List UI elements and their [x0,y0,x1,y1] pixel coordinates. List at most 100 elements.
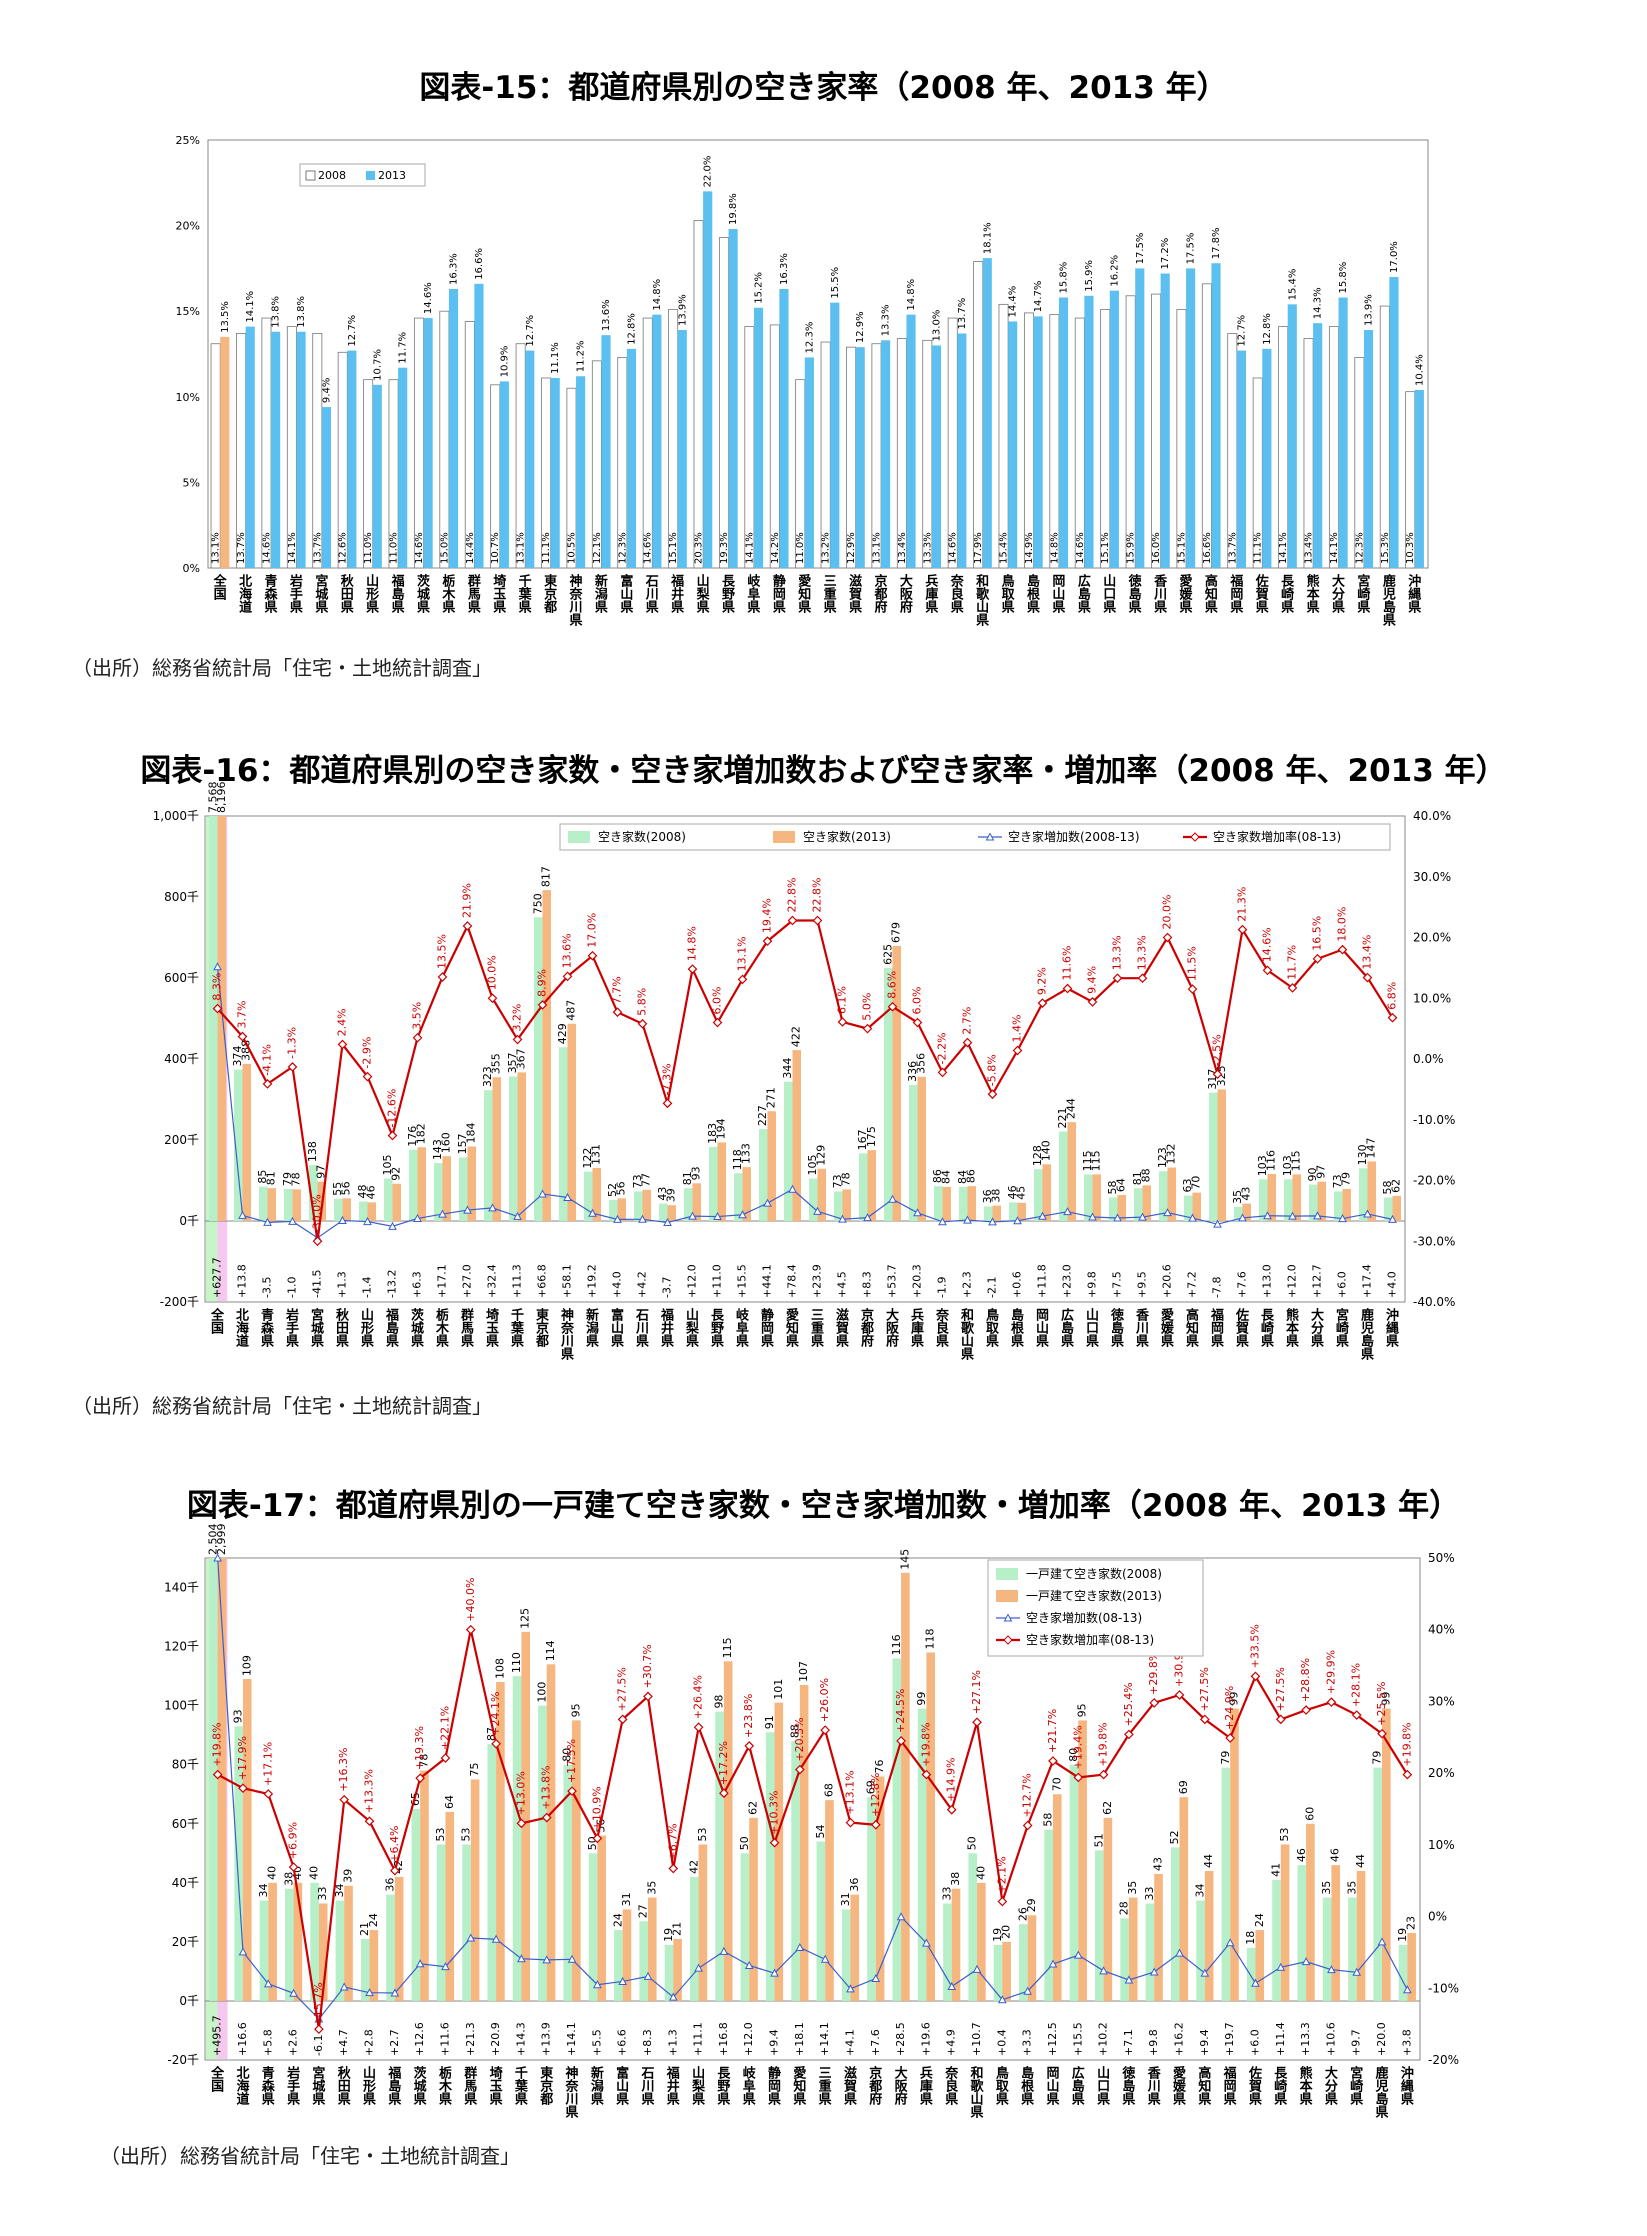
y2-tick-label: 10% [1428,1838,1455,1852]
value-label-series-3: -1.4 [361,1277,374,1298]
marker-series-4 [1174,1690,1185,1700]
y-tick-label: 0% [183,562,200,575]
value-label-series-2: 43 [1240,1187,1253,1201]
value-label-series-2: 118 [924,1628,937,1649]
value-label-2008: 12.6% [338,532,349,564]
marker-series-4 [462,921,473,931]
category-label: 石川県 [643,574,660,614]
bar-2013 [703,191,713,569]
category-label: 愛媛県 [1158,1307,1175,1348]
category-label: 大阪府 [892,2065,908,2106]
marker-series-4 [238,1783,248,1794]
marker-series-4 [288,1862,299,1872]
marker-series-4 [1250,1671,1261,1682]
bar-series-1 [1221,1767,1231,2001]
bar-series-1 [1398,1944,1408,2001]
legend-box [559,823,1391,851]
bar-series-1 [917,1708,927,2001]
legend-label: 空き家増加数(2008-13) [1008,829,1140,844]
marker-series-3 [1327,1965,1336,1974]
value-label-series-3: +28.5 [894,2022,907,2056]
category-label: 群馬県 [458,1307,474,1348]
value-label-series-1: 98 [713,1695,726,1709]
category-label: 群馬県 [461,2065,477,2106]
marker-series-4 [562,971,573,982]
bar-series-2 [1292,1174,1301,1221]
value-label-2013: 12.3% [804,322,815,354]
value-label-2008: 14.1% [1329,532,1340,564]
bar-2013 [830,302,840,568]
category-label: 北海道 [233,1308,249,1348]
category-label: 高知県 [1195,2065,1211,2106]
category-label: 福岡県 [1208,1307,1225,1348]
bar-series-2 [1179,1797,1189,2001]
bar-2008 [744,326,755,569]
bar-series-1 [934,1186,943,1221]
legend-label-2013: 2013 [378,169,406,182]
value-label-series-2: 36 [848,1878,861,1892]
bar-series-2 [1092,1174,1101,1221]
bar-2013 [1414,389,1424,568]
bar-series-1 [1134,1188,1143,1221]
marker-series-3 [888,1194,897,1203]
bar-series-2 [496,1682,505,2001]
y-tick-label: 1,000千 [153,809,199,823]
marker-series-3 [744,1960,754,1970]
bar-series-1 [959,1186,968,1221]
bar-series-1 [784,1081,793,1221]
value-label-series-4: +17.5% [565,1739,578,1783]
value-label-2013: 12.9% [855,311,866,343]
bar-series-2 [1002,1941,1011,2001]
value-label-series-1: 429 [556,1023,569,1044]
marker-series-4 [1098,1769,1109,1780]
chart-1-title: 図表-15：都道府県別の空き家率（2008 年、2013 年） [419,70,1228,106]
category-label: 広島県 [1075,573,1091,614]
value-label-series-3: +7.6 [869,2029,882,2056]
y2-tick-label: 30.0% [1413,870,1451,884]
value-label-2008: 14.6% [1075,532,1086,564]
bar-series-2 [1052,1794,1062,2001]
bar-series-2 [572,1720,581,2001]
value-label-series-4: +22.1% [438,1706,451,1750]
value-label-series-1: 50 [738,1836,751,1850]
marker-series-3 [643,1971,653,1980]
value-label-series-1: 99 [915,1692,928,1706]
value-label-series-2: 8,196 [215,782,228,814]
value-label-series-3: +12.0 [742,2022,755,2056]
value-label-series-1: 138 [306,1141,319,1162]
value-label-series-4: -2.5% [1211,1034,1224,1066]
y2-tick-label: 10.0% [1413,991,1451,1005]
value-label-series-2: 2,999 [215,1524,228,1556]
bar-2013 [1236,350,1247,568]
bar-2013 [347,350,357,568]
value-label-2013: 13.5% [220,301,231,333]
category-label: 鳥取県 [993,2065,1009,2106]
marker-series-3 [688,1211,697,1220]
value-label-series-2: 422 [790,1026,803,1047]
value-label-series-2: 140 [1040,1140,1053,1161]
bar-series-1 [709,1146,718,1221]
bar-2013 [321,407,332,568]
value-label-2013: 13.8% [271,296,282,328]
value-label-series-3: +11.1 [692,2022,705,2056]
marker-series-3 [1048,1959,1058,1968]
category-label: 静岡県 [765,2065,781,2106]
value-label-series-3: +8.3 [641,2029,654,2056]
marker-series-3 [390,1988,400,1997]
value-label-2013: 15.8% [1338,262,1349,294]
y-tick-label: -200千 [160,1295,199,1309]
marker-series-4 [1326,1697,1337,1707]
value-label-series-1: 63 [1181,1178,1194,1192]
marker-series-3 [838,1214,847,1223]
value-label-series-4: 2.4% [336,1008,349,1036]
bar-2013 [1058,297,1069,568]
bar-series-1 [512,1676,522,2001]
bar-series-1 [740,1853,750,2001]
value-label-series-4: +13.3% [363,1769,376,1813]
value-label-series-3: +0.4 [995,2029,1008,2056]
marker-series-4 [1048,1756,1058,1766]
bar-2013 [601,335,611,568]
bar-series-1 [487,1744,497,2001]
category-label: 福岡県 [1227,573,1244,614]
value-label-series-3: -1.9 [936,1277,949,1298]
